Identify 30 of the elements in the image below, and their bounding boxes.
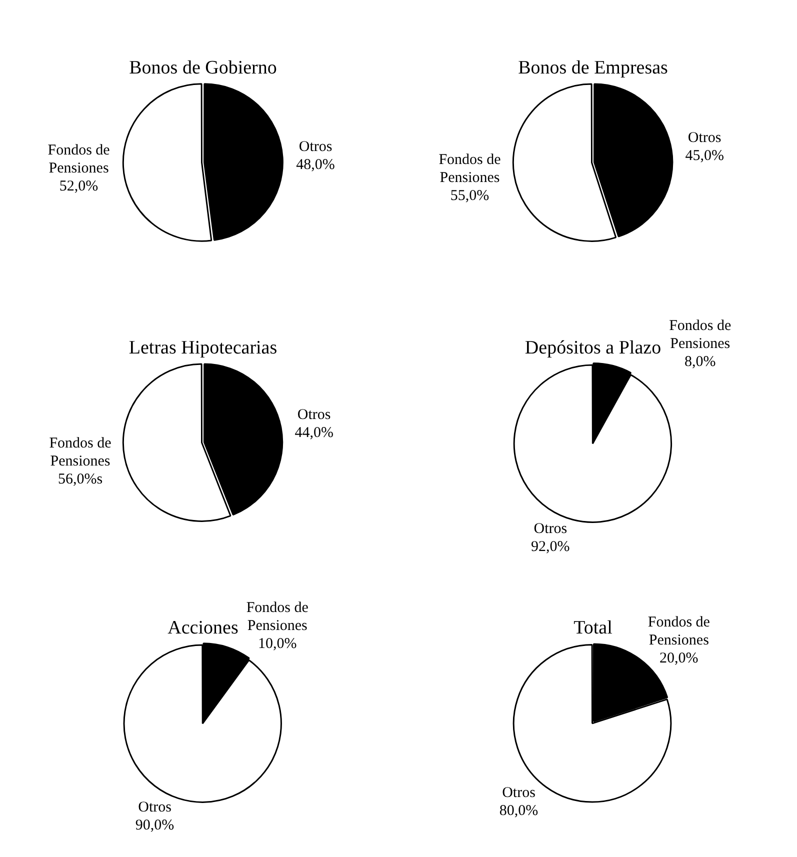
slice-label: Otros	[297, 406, 331, 423]
slice-label: Otros	[138, 799, 172, 816]
slice-label: Fondos de Pensiones	[648, 614, 710, 648]
slice-label: Otros	[688, 130, 722, 146]
slice-label: Otros	[502, 785, 536, 802]
chart-title: Letras Hipotecarias	[128, 337, 278, 358]
data-label: 80,0%	[499, 803, 538, 820]
data-label: 8,0%	[684, 354, 716, 370]
data-label: 20,0%	[660, 650, 698, 666]
slice-label: Fondos de Pensiones	[438, 152, 502, 186]
data-label: 90,0%	[135, 817, 174, 834]
data-label: 52,0%	[59, 178, 98, 195]
slice-label: Otros	[298, 139, 332, 156]
data-label: 10,0%	[258, 636, 297, 652]
text: Depósitos a Plazo	[524, 337, 662, 358]
slice-label: Fondos de Pensiones	[48, 142, 110, 177]
slice-label: Fondos de Pensiones	[669, 318, 732, 352]
slice-label: Otros	[534, 520, 568, 537]
slice-label: Fondos de Pensiones	[49, 435, 112, 470]
data-label: 55,0%	[450, 188, 490, 204]
data-label: 56,0%s	[58, 471, 103, 488]
chart-title: Bonos de Gobierno	[129, 57, 277, 78]
data-label: 92,0%	[531, 538, 570, 555]
data-label: 48,0%	[296, 157, 335, 174]
chart-title: Bonos de Empresas	[518, 57, 668, 78]
data-label: 45,0%	[685, 148, 724, 164]
text: Acciones	[168, 617, 238, 638]
chart-title: Total	[574, 617, 612, 638]
data-label: 44,0%	[294, 424, 334, 441]
slice-label: Fondos de Pensiones	[246, 600, 309, 634]
